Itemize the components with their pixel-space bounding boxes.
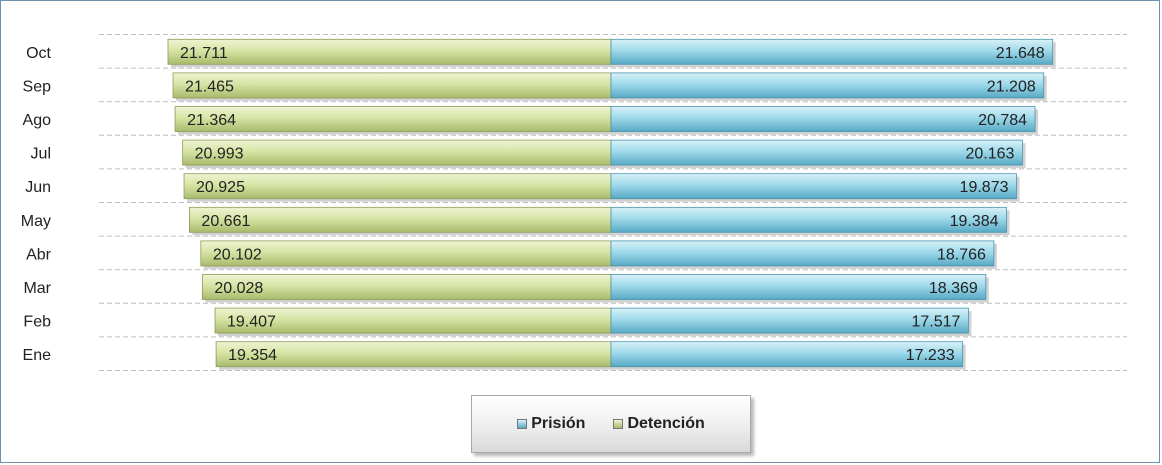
category-label: Mar [23, 280, 51, 297]
data-label-prision: 21.208 [987, 78, 1036, 95]
data-label-detencion: 20.925 [196, 179, 245, 196]
legend-entry-prision: Prisión [517, 415, 585, 433]
bar-detencion [183, 173, 612, 200]
legend-swatch-prision [517, 419, 528, 429]
category-label: Ago [23, 112, 52, 129]
data-label-detencion: 20.661 [201, 213, 250, 230]
bar-detencion [182, 139, 612, 166]
bar-detencion [214, 307, 612, 334]
data-label-prision: 18.766 [937, 246, 986, 263]
bar-detencion [167, 38, 612, 65]
bar-detencion [201, 274, 612, 300]
data-label-detencion: 19.354 [228, 347, 277, 364]
legend-label-detencion: Detención [627, 415, 705, 432]
data-label-prision: 20.163 [965, 146, 1014, 163]
legend-swatch-detencion [613, 419, 624, 429]
bar-detencion [174, 106, 612, 132]
bar-prision [610, 240, 995, 267]
bar-detencion [189, 206, 612, 233]
bar-prision [610, 72, 1045, 99]
data-label-prision: 19.873 [960, 179, 1009, 196]
data-label-detencion: 21.711 [180, 45, 228, 62]
data-label-prision: 20.784 [978, 112, 1027, 129]
category-label: Ene [23, 347, 52, 364]
bar-prision [610, 38, 1054, 65]
bar-prision [610, 106, 1036, 132]
data-label-prision: 19.384 [950, 213, 999, 230]
category-label: Jun [25, 179, 51, 196]
data-label-detencion: 20.028 [214, 280, 263, 297]
data-label-prision: 21.648 [996, 45, 1045, 62]
bar-prision [610, 139, 1023, 166]
data-label-prision: 17.233 [906, 347, 955, 364]
bar-prision [610, 307, 969, 334]
data-label-detencion: 19.407 [227, 314, 276, 331]
legend-entry-detencion: Detención [613, 415, 705, 433]
category-label: Oct [26, 45, 51, 62]
category-label: May [21, 213, 51, 230]
bar-detencion [215, 341, 612, 368]
bar-prision [610, 173, 1017, 200]
category-label: Abr [26, 246, 52, 263]
bar-detencion [200, 240, 612, 267]
data-label-detencion: 20.102 [213, 246, 262, 263]
category-label: Feb [23, 314, 51, 331]
category-label: Jul [31, 146, 51, 163]
bar-detencion [172, 72, 612, 99]
chart-plot: Oct 21.711 21.648 Sep 21.465 21.208 Ago 21.364 2… [21, 34, 1127, 371]
legend-label-prision: Prisión [531, 415, 586, 432]
data-label-prision: 18.369 [929, 280, 978, 297]
bar-prision [610, 206, 1007, 233]
chart-legend: Prisión Detención [471, 395, 751, 453]
category-label: Sep [23, 78, 52, 95]
data-label-detencion: 21.465 [185, 78, 234, 95]
data-label-detencion: 20.993 [195, 146, 244, 163]
data-label-prision: 17.517 [911, 314, 960, 331]
bar-prision [610, 274, 987, 300]
bar-prision [610, 341, 964, 368]
data-label-detencion: 21.364 [187, 112, 236, 129]
